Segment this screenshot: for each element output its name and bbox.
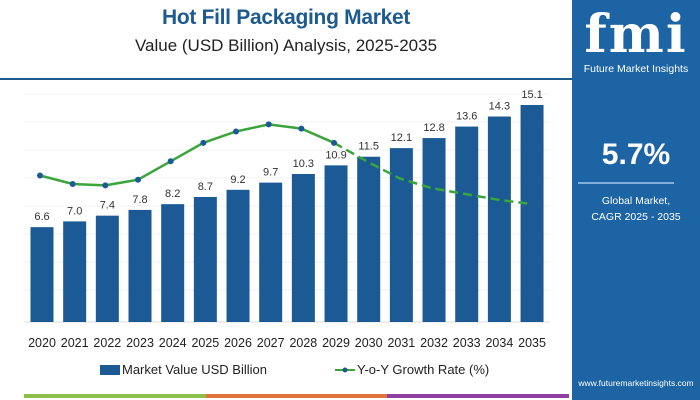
legend-item-line: Y-o-Y Growth Rate (%): [335, 362, 489, 377]
data-label-2035: 15.1: [521, 89, 542, 101]
bar-2022: [95, 215, 119, 322]
data-label-2022: 7.4: [100, 200, 115, 212]
logo-subtitle: Future Market Insights: [583, 63, 689, 75]
growth-point-2023: [135, 176, 142, 183]
x-tick-2023: 2023: [126, 336, 154, 350]
fmi-logo: fmi: [584, 4, 688, 65]
growth-point-2026: [233, 128, 240, 135]
growth-point-2021: [69, 181, 76, 187]
x-tick-2029: 2029: [322, 336, 350, 350]
bar-2035: [520, 105, 544, 322]
x-tick-2021: 2021: [61, 336, 89, 350]
bar-2020: [30, 227, 54, 322]
growth-point-2027: [265, 121, 272, 128]
bar-2024: [161, 204, 185, 322]
legend-label-bar: Market Value USD Billion: [122, 362, 267, 377]
x-tick-2032: 2032: [420, 336, 448, 350]
website-link[interactable]: www.futuremarketinsights.com: [578, 378, 694, 388]
growth-point-2020: [37, 172, 43, 179]
bar-2028: [291, 173, 315, 322]
data-label-2034: 14.3: [489, 101, 510, 113]
data-label-2032: 12.8: [423, 122, 444, 134]
data-label-2025: 8.7: [198, 181, 213, 193]
bar-2027: [259, 182, 283, 322]
x-tick-2027: 2027: [257, 336, 285, 350]
growth-line-solid: [39, 123, 335, 187]
growth-point-2025: [200, 139, 207, 146]
bar-2025: [193, 196, 217, 322]
bar-2023: [128, 209, 152, 322]
data-label-2028: 10.3: [293, 158, 314, 170]
cagr-label: Global Market, CAGR 2025 - 2035: [572, 193, 700, 225]
growth-line-dashed: [333, 141, 531, 206]
cagr-value: 5.7%: [601, 138, 671, 171]
legend-item-bar: Market Value USD Billion: [100, 362, 267, 377]
data-label-2021: 7.0: [67, 205, 82, 217]
growth-point-2028: [298, 125, 305, 132]
chart-area: Hot Fill Packaging Market Value (USD Bil…: [0, 6, 572, 398]
bar-2030: [357, 156, 381, 322]
cagr-label-line1: Global Market,: [601, 195, 671, 207]
x-tick-2028: 2028: [289, 336, 317, 350]
title-divider: [0, 78, 572, 80]
x-tick-2022: 2022: [93, 336, 121, 350]
x-tick-2030: 2030: [355, 336, 383, 350]
data-label-2027: 9.7: [263, 167, 278, 179]
x-tick-2035: 2035: [518, 336, 546, 350]
data-label-2024: 8.2: [165, 188, 180, 200]
x-tick-2024: 2024: [159, 336, 187, 350]
x-tick-2034: 2034: [485, 336, 513, 350]
data-label-2029: 10.9: [325, 149, 346, 161]
bar-2021: [63, 221, 87, 322]
data-label-2031: 12.1: [391, 132, 412, 144]
data-label-2020: 6.6: [34, 211, 49, 223]
bar-2032: [422, 138, 446, 322]
bar-2031: [389, 148, 413, 322]
data-label-2030: 11.5: [358, 141, 379, 153]
x-tick-2026: 2026: [224, 336, 252, 350]
growth-point-2024: [167, 158, 174, 165]
data-label-2033: 13.6: [456, 111, 477, 123]
bar-2026: [226, 189, 250, 322]
chart-title: Hot Fill Packaging Market: [161, 6, 411, 29]
x-tick-2031: 2031: [387, 336, 415, 350]
bar-2034: [487, 116, 511, 322]
bar-2033: [455, 126, 479, 323]
bottom-bar-orange: [205, 394, 388, 398]
bar-line-chart: 6.6 2020 7.0 2021 7.4 2022 7.8 2023 8.2 2024 8.7 20…: [24, 89, 550, 350]
data-label-2026: 9.2: [230, 174, 245, 186]
legend-label-line: Y-o-Y Growth Rate (%): [357, 362, 490, 377]
x-tick-2025: 2025: [191, 336, 219, 350]
summary-panel: fmi Future Market Insights 5.7% Global M…: [572, 0, 700, 400]
x-tick-2020: 2020: [28, 336, 56, 350]
legend-swatch-bar: [100, 364, 120, 375]
bar-2029: [324, 165, 348, 322]
legend-swatch-line: [335, 367, 355, 372]
cagr-divider: [578, 182, 674, 184]
cagr-label-line2: CAGR 2025 - 2035: [591, 211, 681, 223]
bottom-color-bar: [24, 394, 570, 398]
chart-subtitle: Value (USD Billion) Analysis, 2025-2035: [134, 36, 438, 55]
growth-point-2029: [331, 139, 338, 146]
data-label-2023: 7.8: [132, 194, 147, 206]
bottom-bar-purple: [387, 394, 570, 398]
bottom-bar-green: [24, 394, 206, 398]
x-tick-2033: 2033: [453, 336, 481, 350]
growth-point-2022: [102, 182, 109, 189]
